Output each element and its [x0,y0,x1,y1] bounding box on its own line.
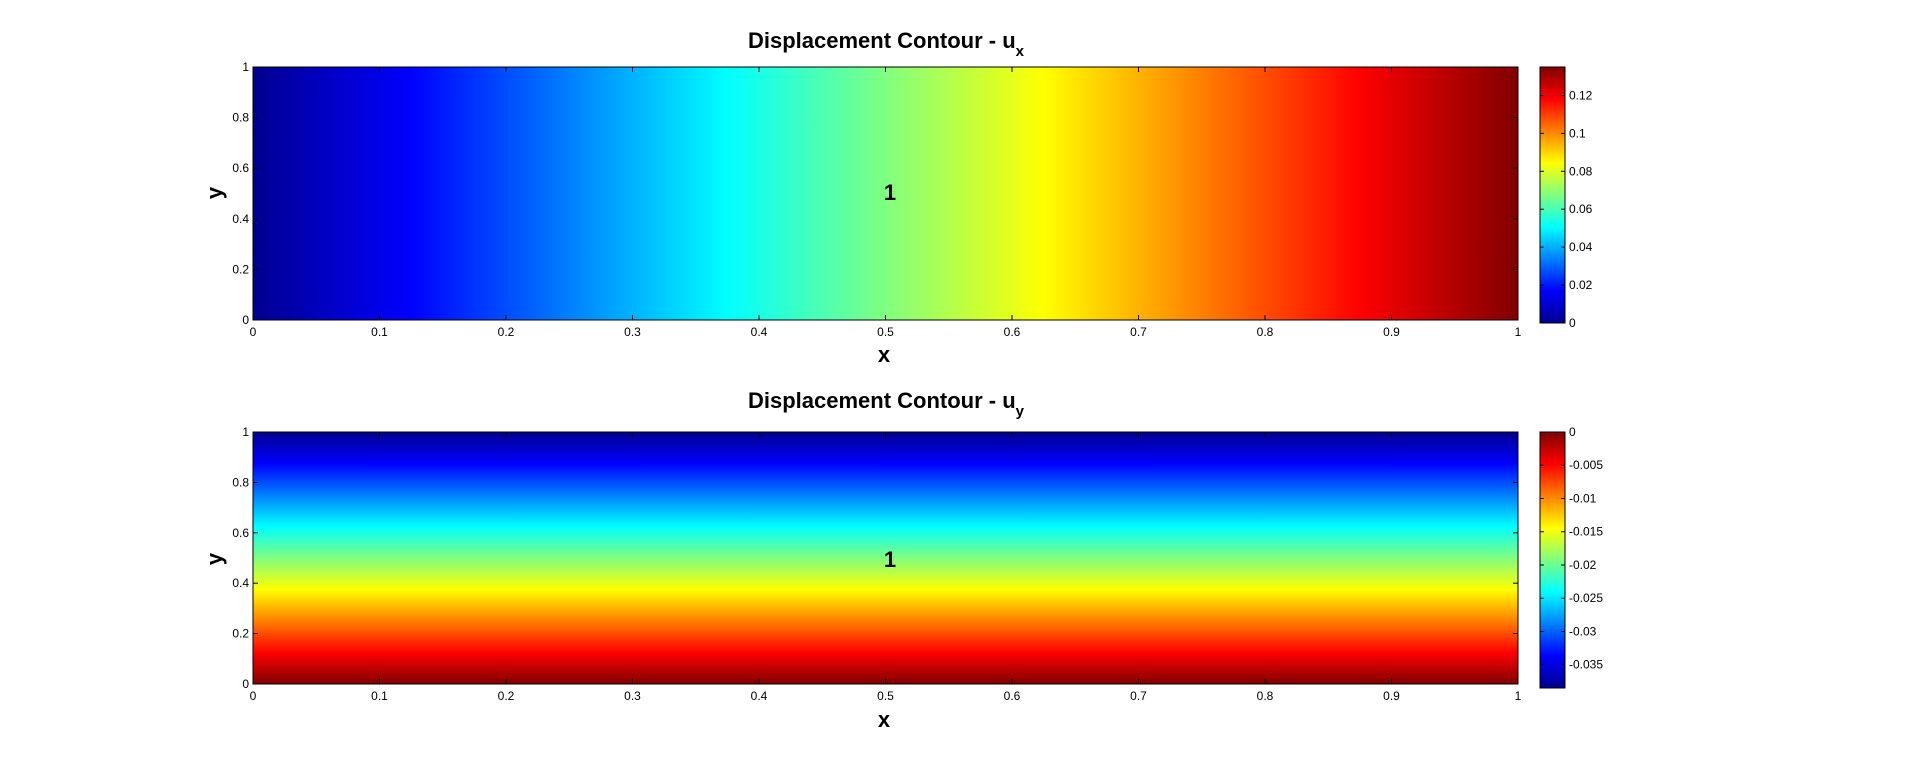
x-tick-label: 0 [250,689,257,703]
x-tick-label: 0.7 [1130,689,1147,703]
chart-uy: Displacement Contour - uy 1 0 0.1 0.2 0.3 0.… [202,388,1603,732]
x-tick-label: 0.3 [624,689,641,703]
x-tick-label: 0.9 [1383,689,1400,703]
chart-uy-colorbar [1540,432,1565,688]
chart-ux: Displacement Contour - ux 1 0 0.1 0.2 0.3 0.… [202,28,1593,367]
colorbar-tick-label: 0.08 [1569,164,1593,178]
x-tick-label: 0.1 [371,325,388,339]
colorbar-tick-label: -0.005 [1569,458,1603,472]
x-tick-label: 0.8 [1257,325,1274,339]
x-tick-label: 0.5 [877,689,894,703]
chart-uy-y-label: y [202,552,227,565]
y-tick-label: 1 [242,60,249,74]
chart-uy-colorbar-ticks: -0.035 -0.03 -0.025 -0.02 -0.015 -0.01 -0.005 0 [1540,425,1603,672]
y-tick-label: 0.6 [232,161,249,175]
chart-uy-title: Displacement Contour - uy [748,388,1025,420]
chart-ux-y-label: y [202,186,227,199]
x-tick-label: 0.2 [498,689,515,703]
y-tick-label: 0.8 [232,111,249,125]
y-tick-label: 1 [242,425,249,439]
chart-uy-region-label: 1 [884,547,896,572]
x-tick-label: 0.1 [371,689,388,703]
colorbar-tick-label: 0 [1569,425,1576,439]
x-tick-label: 0.3 [624,325,641,339]
colorbar-tick-label: -0.01 [1569,491,1597,505]
x-tick-label: 0.9 [1383,325,1400,339]
x-tick-label: 0.6 [1004,325,1021,339]
colorbar-tick-label: 0.12 [1569,88,1593,102]
chart-uy-y-ticks: 0 0.2 0.4 0.6 0.8 1 [232,425,1518,691]
colorbar-tick-label: -0.02 [1569,558,1597,572]
x-tick-label: 0.4 [751,689,768,703]
x-tick-label: 1 [1515,325,1522,339]
colorbar-tick-label: 0 [1569,316,1576,330]
x-tick-label: 0.8 [1257,689,1274,703]
chart-ux-colorbar-ticks: 0 0.02 0.04 0.06 0.08 0.1 0.12 [1540,88,1593,330]
x-tick-label: 0.2 [498,325,515,339]
x-tick-label: 0 [250,325,257,339]
chart-ux-x-ticks: 0 0.1 0.2 0.3 0.4 0.5 0.6 0.7 0.8 0.9 1 [250,67,1522,339]
x-tick-label: 0.5 [877,325,894,339]
y-tick-label: 0 [242,313,249,327]
chart-ux-region-label: 1 [884,180,896,205]
y-tick-label: 0.4 [232,576,249,590]
colorbar-tick-label: -0.03 [1569,624,1597,638]
colorbar-tick-label: 0.06 [1569,202,1593,216]
x-tick-label: 0.6 [1004,689,1021,703]
x-tick-label: 0.4 [751,325,768,339]
colorbar-tick-label: 0.1 [1569,126,1586,140]
chart-ux-colorbar [1540,67,1565,323]
chart-ux-y-ticks: 0 0.2 0.4 0.6 0.8 1 [232,60,1518,327]
x-tick-label: 1 [1515,689,1522,703]
y-tick-label: 0 [242,677,249,691]
chart-uy-x-label: x [878,707,891,732]
chart-ux-title: Displacement Contour - ux [748,28,1025,60]
y-tick-label: 0.4 [232,212,249,226]
y-tick-label: 0.8 [232,475,249,489]
y-tick-label: 0.2 [232,627,249,641]
chart-uy-field [253,432,1518,684]
colorbar-tick-label: -0.035 [1569,658,1603,672]
chart-ux-x-label: x [878,342,891,367]
colorbar-tick-label: -0.015 [1569,525,1603,539]
chart-ux-field [253,67,1518,320]
chart-uy-colorbar-box [1539,431,1566,689]
chart-ux-colorbar-box [1539,66,1566,324]
colorbar-tick-label: 0.04 [1569,240,1593,254]
y-tick-label: 0.6 [232,526,249,540]
chart-uy-x-ticks: 0 0.1 0.2 0.3 0.4 0.5 0.6 0.7 0.8 0.9 1 [250,432,1522,703]
colorbar-tick-label: 0.02 [1569,278,1593,292]
x-tick-label: 0.7 [1130,325,1147,339]
colorbar-tick-label: -0.025 [1569,591,1603,605]
y-tick-label: 0.2 [232,262,249,276]
